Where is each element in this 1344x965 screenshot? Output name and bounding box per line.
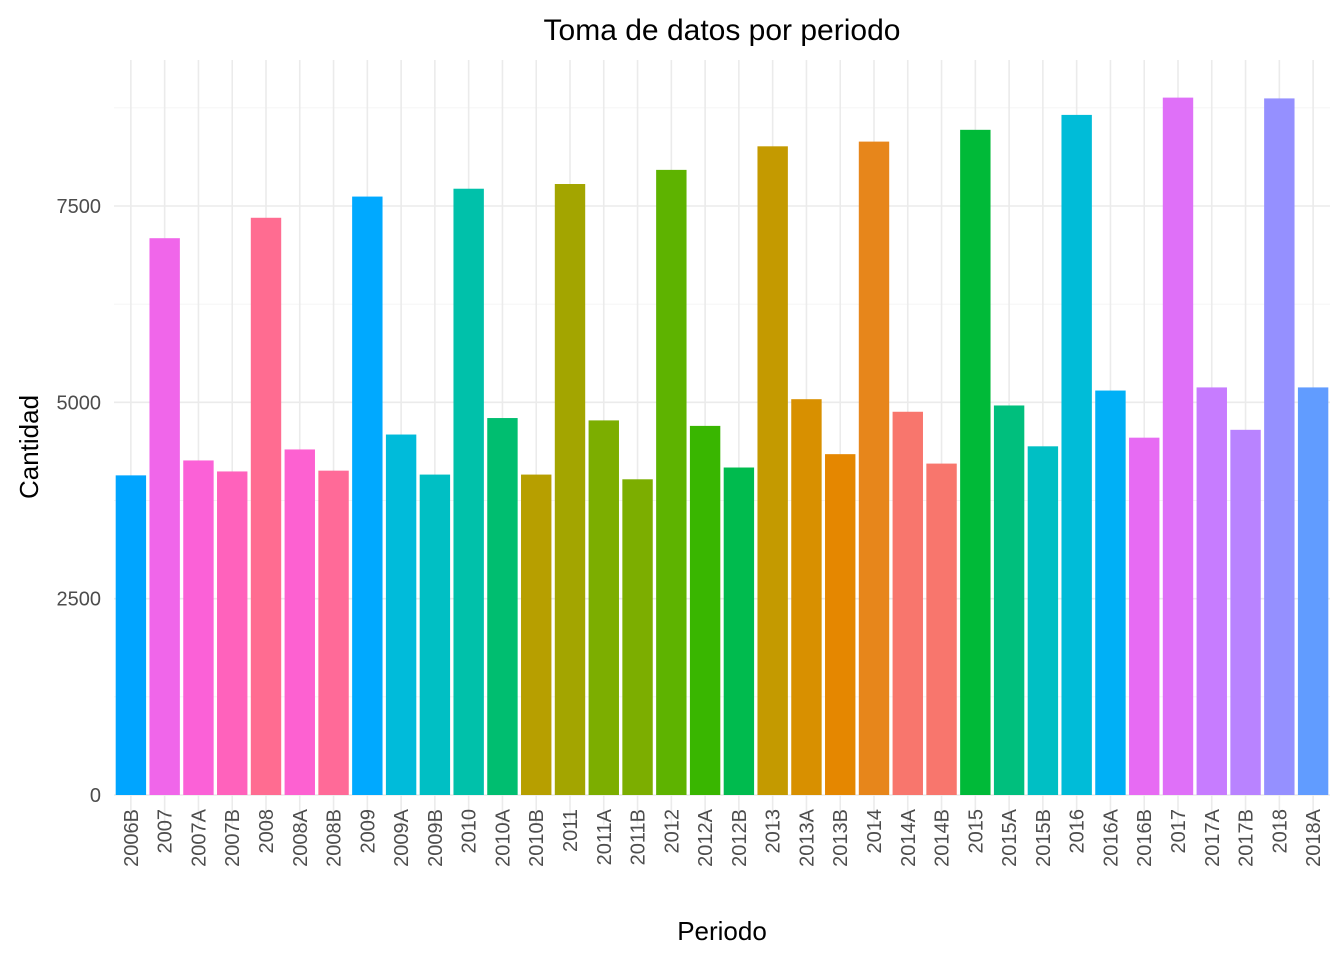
x-axis-title: Periodo	[677, 916, 767, 946]
x-tick-label: 2011B	[628, 809, 650, 865]
bar-2012A	[689, 425, 721, 795]
x-tick-label: 2014A	[898, 808, 920, 866]
x-tick-label: 2012A	[695, 808, 717, 866]
bar-2010	[453, 188, 484, 796]
bar-2014A	[892, 411, 923, 795]
x-tick-label: 2012B	[729, 809, 751, 867]
y-tick-label: 0	[90, 785, 101, 807]
x-tick-label: 2010A	[492, 808, 514, 866]
bar-2013A	[791, 399, 822, 795]
x-tick-label: 2007A	[188, 808, 210, 866]
y-tick-label: 5000	[57, 392, 102, 414]
x-axis-ticks: 2006B 2007 2007A 2007B 2008 2008A 2008B 2009 200…	[121, 808, 1325, 866]
bar-2011A	[588, 420, 619, 795]
x-tick-label: 2012	[661, 809, 683, 854]
bar-2012B	[723, 467, 755, 795]
x-tick-label: 2014B	[932, 809, 954, 867]
bar-2016A	[1095, 390, 1126, 795]
bar-2007B	[217, 471, 248, 795]
x-tick-label: 2015	[965, 809, 987, 854]
bar-2008B	[318, 470, 349, 795]
bar-2018A	[1297, 387, 1329, 795]
x-tick-label: 2009A	[391, 808, 413, 866]
bar-2008	[250, 217, 282, 795]
bar-2006B	[115, 475, 147, 795]
bar-2018	[1264, 98, 1295, 796]
x-tick-label: 2008A	[290, 808, 312, 866]
bar-2015B	[1027, 446, 1059, 795]
x-tick-label: 2016	[1067, 809, 1089, 854]
x-tick-label: 2011A	[594, 808, 616, 865]
bar-2008A	[284, 449, 315, 795]
bar-2007	[149, 238, 180, 795]
x-tick-label: 2010	[459, 809, 481, 854]
bars	[115, 97, 1329, 796]
bar-2017	[1162, 97, 1194, 795]
bar-2013B	[825, 454, 856, 795]
x-tick-label: 2007	[155, 809, 177, 854]
bar-2014	[858, 141, 890, 795]
x-tick-label: 2015A	[999, 808, 1021, 866]
bar-2007A	[183, 460, 214, 795]
x-tick-label: 2018	[1269, 809, 1291, 854]
x-tick-label: 2010B	[526, 809, 548, 867]
x-tick-label: 2009	[357, 809, 379, 854]
x-tick-label: 2014	[864, 809, 886, 854]
bar-2015	[960, 129, 991, 796]
bar-2009A	[385, 434, 417, 795]
x-tick-label: 2016A	[1100, 808, 1122, 866]
x-tick-label: 2009B	[425, 809, 447, 867]
bar-2017A	[1196, 387, 1227, 795]
bar-2012	[656, 169, 687, 796]
y-axis-ticks: 0 2500 5000 7500	[57, 196, 102, 807]
bar-2016B	[1129, 437, 1160, 795]
bar-2009	[352, 196, 383, 796]
x-tick-label: 2013B	[830, 809, 852, 867]
bar-2017B	[1230, 429, 1261, 795]
bar-2011B	[622, 479, 653, 795]
x-tick-label: 2008	[256, 809, 278, 854]
x-tick-label: 2017A	[1202, 808, 1224, 866]
x-tick-label: 2016B	[1134, 809, 1156, 867]
x-tick-label: 2015B	[1033, 809, 1055, 867]
bar-2010B	[521, 474, 552, 795]
x-tick-label: 2017	[1168, 809, 1190, 854]
x-tick-label: 2011	[560, 809, 582, 852]
bar-2013	[757, 146, 788, 795]
chart-title: Toma de datos por periodo	[544, 14, 901, 47]
x-tick-label: 2008B	[324, 809, 346, 867]
bar-2011	[554, 184, 586, 795]
bar-2016	[1061, 114, 1092, 795]
y-tick-label: 2500	[57, 589, 102, 611]
x-tick-label: 2007B	[222, 809, 244, 867]
bar-2010A	[487, 418, 518, 795]
x-tick-label: 2018A	[1303, 808, 1325, 866]
bar-2015A	[993, 405, 1025, 795]
x-tick-label: 2013	[763, 809, 785, 854]
bar-2014B	[926, 463, 957, 795]
y-axis-title: Cantidad	[14, 395, 44, 499]
y-tick-label: 7500	[57, 196, 102, 218]
x-tick-label: 2006B	[121, 809, 143, 867]
bar-2009B	[419, 474, 451, 795]
x-tick-label: 2013A	[796, 808, 818, 866]
x-tick-label: 2017B	[1236, 809, 1258, 867]
